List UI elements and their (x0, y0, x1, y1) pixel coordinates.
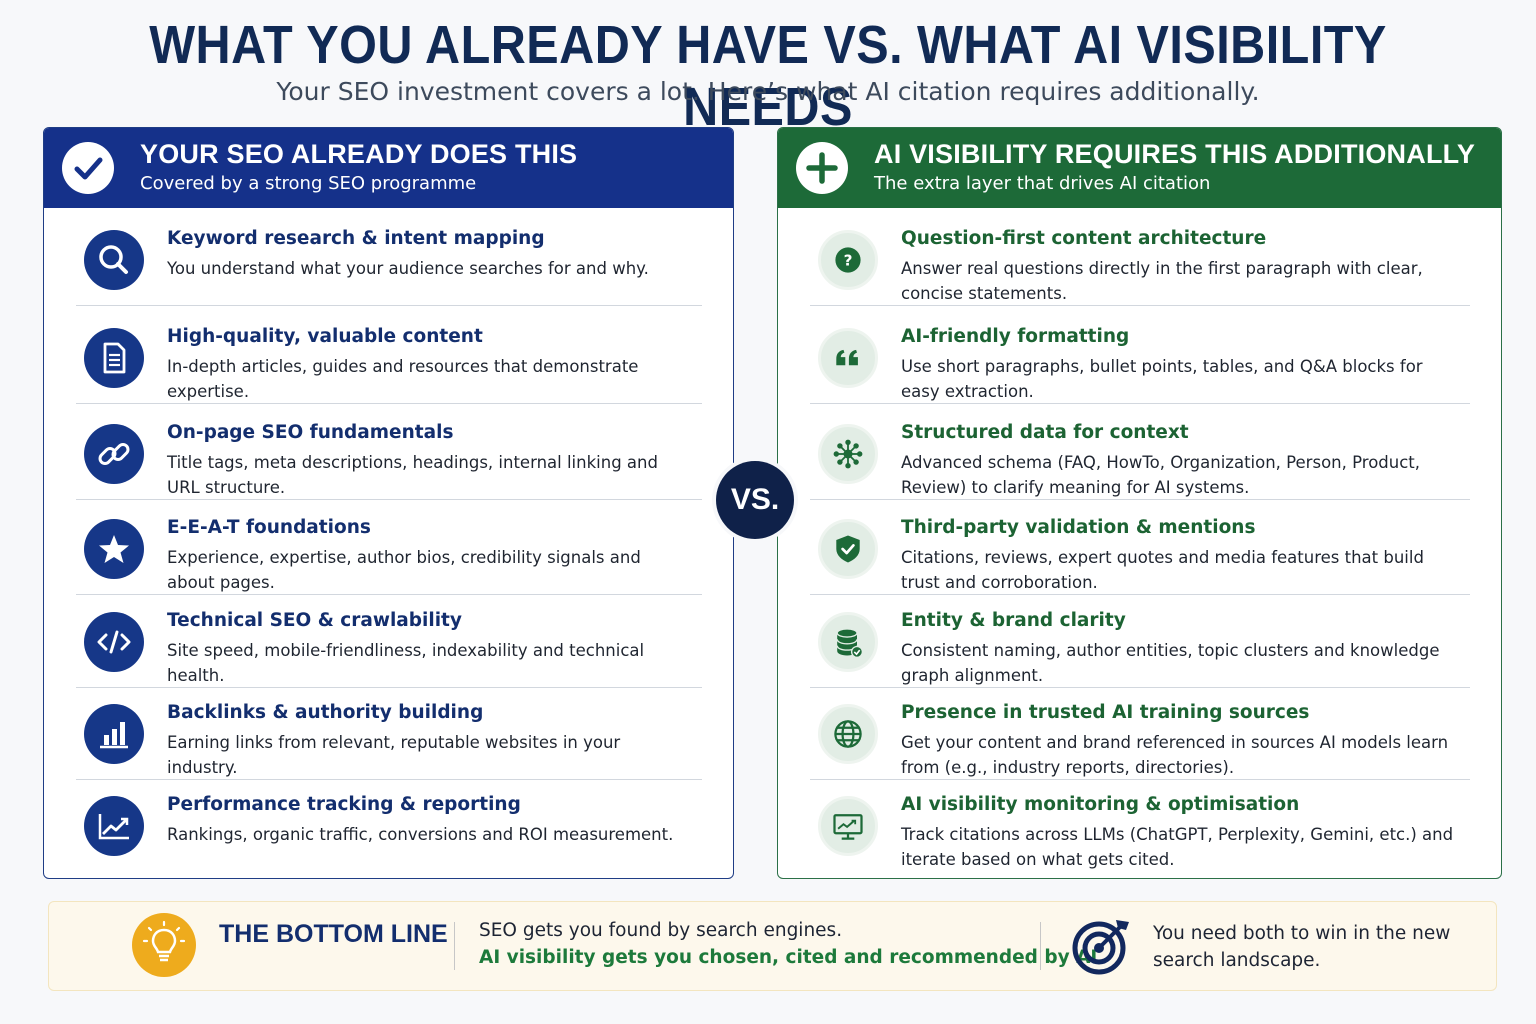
ai-item: Structured data for context Advanced sch… (810, 408, 1470, 500)
svg-text:?: ? (844, 251, 853, 269)
seo-panel-title: YOUR SEO ALREADY DOES THIS (140, 139, 578, 169)
ai-item-desc: Get your content and brand referenced in… (901, 733, 1449, 777)
code-icon (84, 612, 144, 672)
ai-item-desc: Answer real questions directly in the fi… (901, 259, 1423, 303)
ai-item-desc: Citations, reviews, expert quotes and me… (901, 548, 1424, 592)
seo-panel-subtitle: Covered by a strong SEO programme (140, 173, 477, 194)
checkmark-icon (62, 142, 114, 194)
divider (1040, 922, 1041, 970)
ai-item: Third-party validation & mentions Citati… (810, 503, 1470, 595)
ai-item: ? Question-first content architecture An… (810, 214, 1470, 306)
seo-item: Backlinks & authority building Earning l… (76, 688, 702, 780)
ai-item: AI-friendly formatting Use short paragra… (810, 312, 1470, 404)
ai-item-title: AI-friendly formatting (901, 326, 1130, 347)
bottom-line-ai: AI visibility gets you chosen, cited and… (479, 947, 1105, 968)
monitor-chart-icon (818, 796, 878, 856)
seo-panel-header: YOUR SEO ALREADY DOES THIS Covered by a … (44, 128, 733, 208)
seo-item-desc: Site speed, mobile-friendliness, indexab… (167, 641, 645, 685)
globe-icon (818, 704, 878, 764)
seo-item: Technical SEO & crawlability Site speed,… (76, 596, 702, 688)
document-icon (84, 328, 144, 388)
quote-icon (818, 328, 878, 388)
seo-item-desc: Experience, expertise, author bios, cred… (167, 548, 641, 592)
ai-item-desc: Advanced schema (FAQ, HowTo, Organizatio… (901, 453, 1421, 497)
target-icon (1069, 914, 1133, 978)
ai-item-desc: Use short paragraphs, bullet points, tab… (901, 357, 1423, 401)
ai-item: AI visibility monitoring & optimisation … (810, 780, 1470, 872)
ai-panel-subtitle: The extra layer that drives AI citation (874, 173, 1211, 194)
plus-icon (796, 142, 848, 194)
ai-panel: AI VISIBILITY REQUIRES THIS ADDITIONALLY… (777, 127, 1502, 879)
bottom-line-seo: SEO gets you found by search engines. (479, 920, 843, 941)
trend-chart-icon (84, 796, 144, 856)
ai-item-title: Third-party validation & mentions (901, 517, 1256, 538)
ai-item: Entity & brand clarity Consistent naming… (810, 596, 1470, 688)
seo-item-title: Keyword research & intent mapping (167, 228, 545, 249)
shield-check-icon (818, 519, 878, 579)
seo-item-desc: Rankings, organic traffic, conversions a… (167, 825, 674, 844)
link-icon (84, 424, 144, 484)
star-icon (84, 519, 144, 579)
vs-badge: VS. (716, 461, 794, 539)
database-icon (818, 612, 878, 672)
seo-item-title: Technical SEO & crawlability (167, 610, 462, 631)
lightbulb-icon (132, 913, 196, 977)
ai-panel-header: AI VISIBILITY REQUIRES THIS ADDITIONALLY… (778, 128, 1501, 208)
bar-chart-icon (84, 704, 144, 764)
seo-item-title: E-E-A-T foundations (167, 517, 371, 538)
seo-item-desc: Title tags, meta descriptions, headings,… (167, 453, 658, 497)
bottom-line-conclusion: You need both to win in the new search l… (1153, 923, 1451, 971)
ai-item-title: AI visibility monitoring & optimisation (901, 794, 1300, 815)
seo-item-title: Performance tracking & reporting (167, 794, 521, 815)
ai-item-desc: Consistent naming, author entities, topi… (901, 641, 1440, 685)
seo-item-desc: In-depth articles, guides and resources … (167, 357, 639, 401)
question-icon: ? (818, 230, 878, 290)
page-subtitle: Your SEO investment covers a lot. Here’s… (276, 77, 1260, 106)
bottom-line-banner: THE BOTTOM LINE SEO gets you found by se… (48, 901, 1497, 991)
seo-item-title: On-page SEO fundamentals (167, 422, 454, 443)
ai-item-title: Structured data for context (901, 422, 1189, 443)
ai-item-desc: Track citations across LLMs (ChatGPT, Pe… (901, 825, 1454, 869)
ai-item-title: Presence in trusted AI training sources (901, 702, 1310, 723)
seo-item: On-page SEO fundamentals Title tags, met… (76, 408, 702, 500)
seo-item-title: Backlinks & authority building (167, 702, 484, 723)
seo-item-desc: You understand what your audience search… (167, 259, 649, 278)
seo-panel: YOUR SEO ALREADY DOES THIS Covered by a … (43, 127, 734, 879)
search-icon (84, 230, 144, 290)
seo-item-title: High-quality, valuable content (167, 326, 483, 347)
ai-item-title: Question-first content architecture (901, 228, 1267, 249)
bottom-line-title: THE BOTTOM LINE (219, 920, 448, 948)
ai-panel-title: AI VISIBILITY REQUIRES THIS ADDITIONALLY (874, 139, 1476, 169)
network-icon (818, 424, 878, 484)
seo-item-desc: Earning links from relevant, reputable w… (167, 733, 621, 777)
ai-item: Presence in trusted AI training sources … (810, 688, 1470, 780)
seo-item: High-quality, valuable content In-depth … (76, 312, 702, 404)
divider (454, 922, 455, 970)
seo-item: Keyword research & intent mapping You un… (76, 214, 702, 306)
seo-item: Performance tracking & reporting Ranking… (76, 780, 702, 872)
seo-item: E-E-A-T foundations Experience, expertis… (76, 503, 702, 595)
page-title: WHAT YOU ALREADY HAVE VS. WHAT AI VISIBI… (149, 15, 1387, 137)
ai-item-title: Entity & brand clarity (901, 610, 1126, 631)
